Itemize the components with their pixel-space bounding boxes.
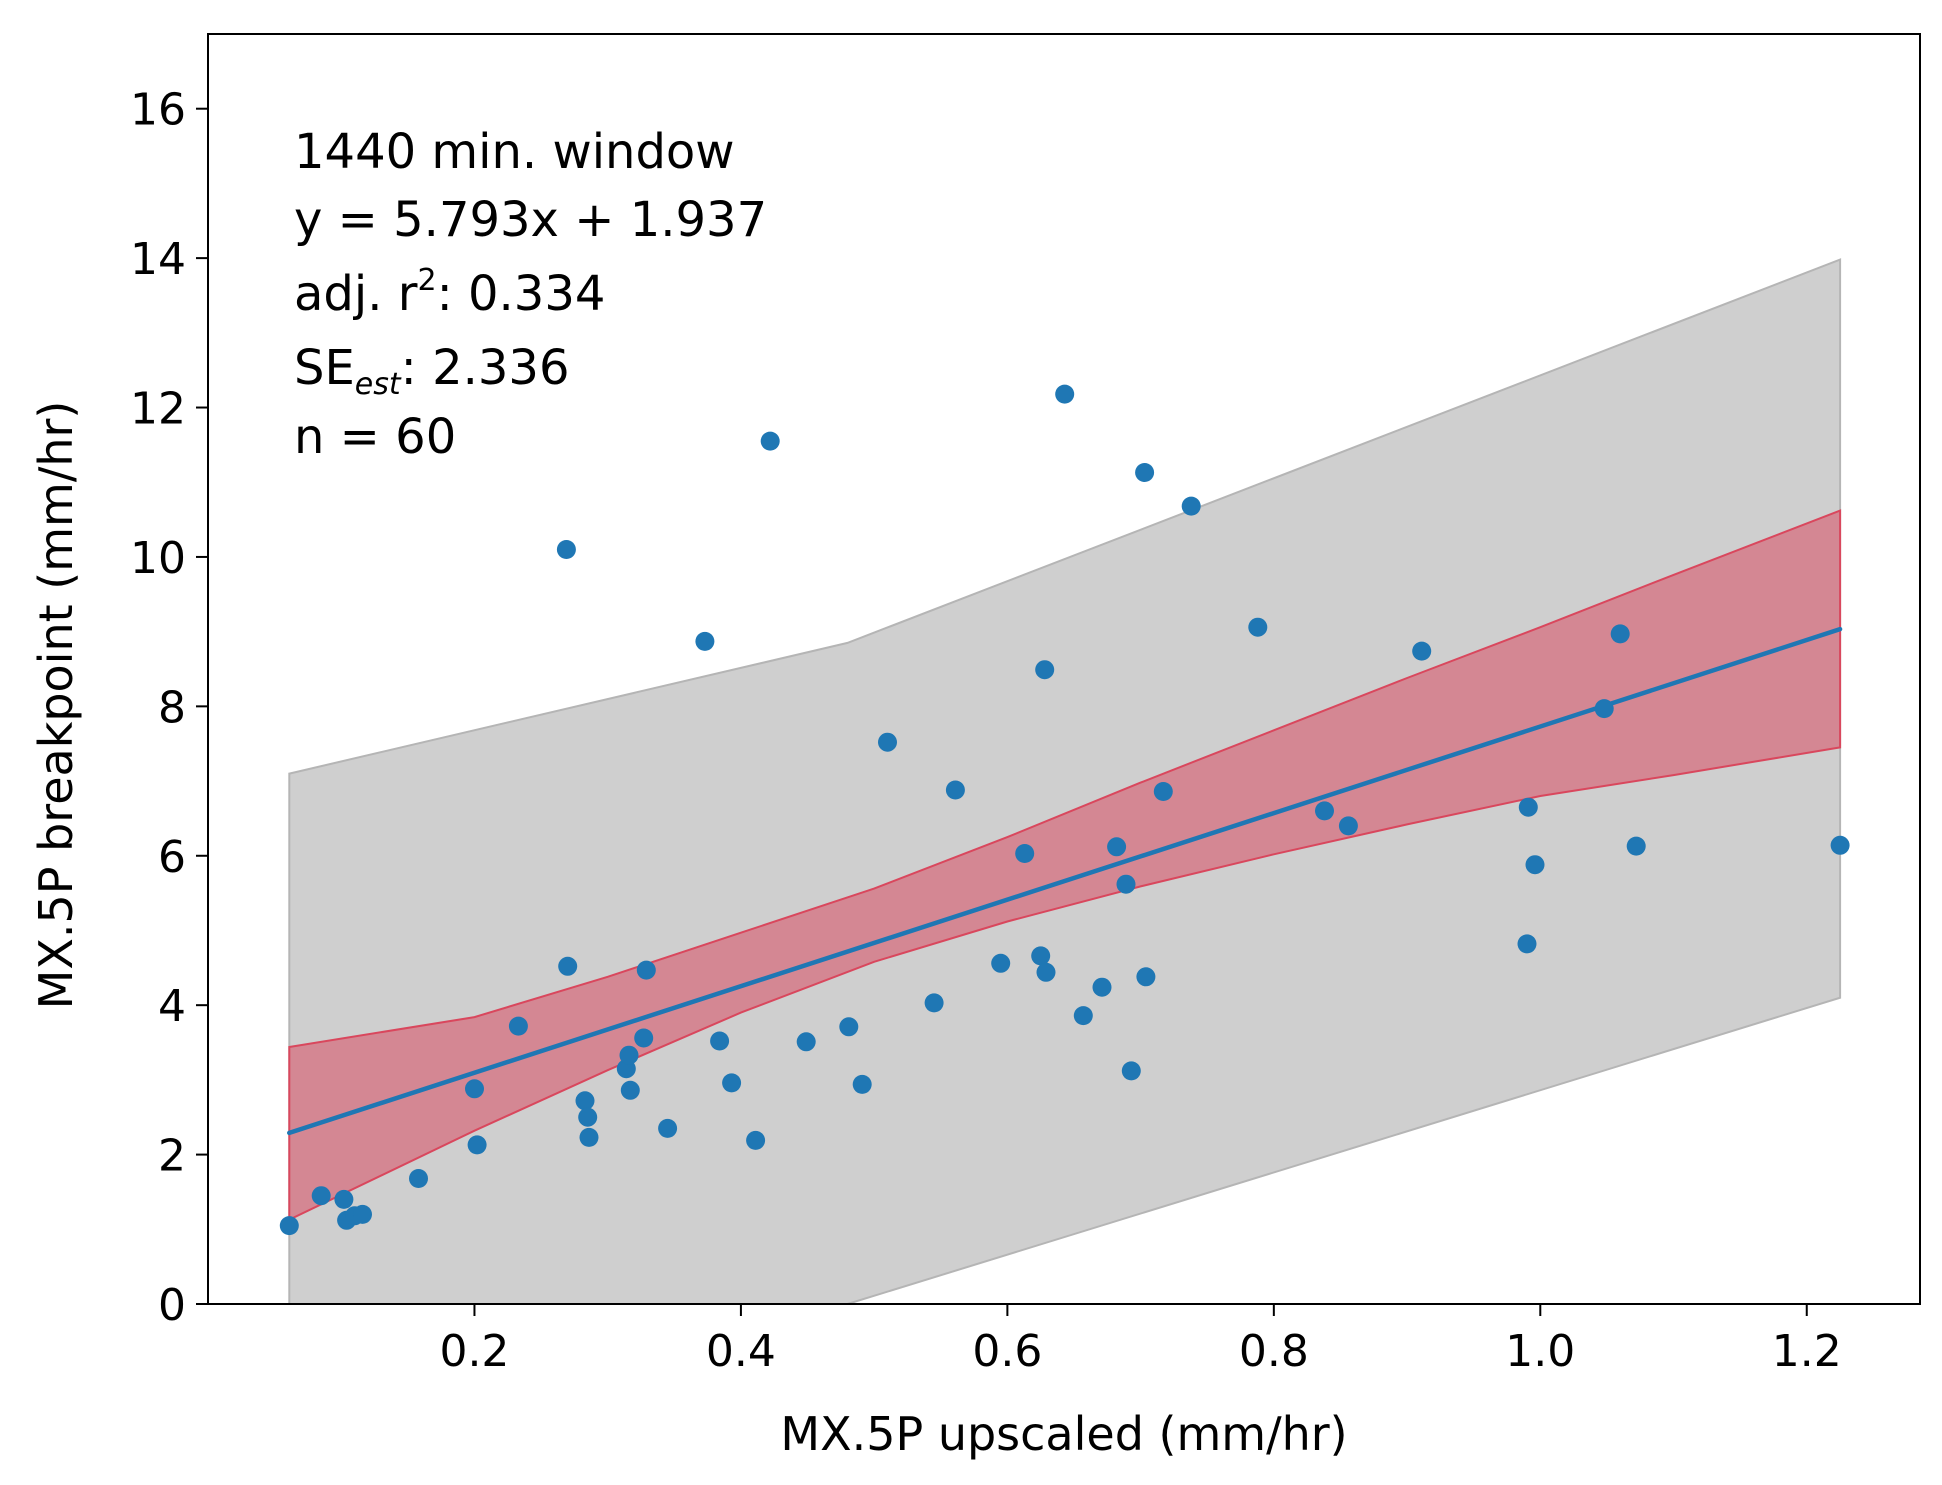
- data-point: [695, 631, 715, 651]
- data-point: [1315, 801, 1334, 821]
- data-point: [1153, 782, 1173, 801]
- data-point: [945, 780, 965, 800]
- data-point: [1136, 967, 1156, 987]
- data-point: [1610, 624, 1630, 644]
- annotation-se-prefix: SE: [294, 340, 355, 396]
- data-point: [1116, 874, 1136, 894]
- data-point: [636, 960, 656, 980]
- data-point: [1248, 617, 1268, 637]
- regression-line: [287, 626, 1843, 1136]
- data-point: [1830, 835, 1850, 855]
- data-point: [852, 1074, 872, 1094]
- annotation-r2: adj. r2: 0.334: [294, 263, 605, 322]
- data-point: [465, 1079, 484, 1099]
- data-point: [508, 1016, 528, 1036]
- data-point: [658, 1118, 678, 1138]
- x-tick-label: 0.2: [439, 1326, 509, 1377]
- axes-ticks: 0.2 0.4 0.6 0.8 1.0 1.2 0 2 4 6 8 10 12 14 16: [130, 85, 1842, 1377]
- data-point: [1121, 1061, 1141, 1081]
- data-point: [1092, 977, 1112, 997]
- y-tick-label: 16: [130, 85, 186, 136]
- data-point: [1517, 934, 1537, 954]
- prediction-band: [288, 258, 1842, 1304]
- y-tick-label: 8: [158, 682, 186, 733]
- data-point: [924, 993, 944, 1013]
- data-point: [467, 1135, 487, 1155]
- data-point: [796, 1032, 816, 1052]
- data-point: [279, 1216, 299, 1236]
- confidence-band: [288, 509, 1842, 1222]
- plot-inner: [287, 258, 1843, 1304]
- data-point: [558, 956, 578, 976]
- data-point: [311, 1186, 331, 1206]
- data-point: [1525, 855, 1545, 875]
- data-point: [991, 953, 1011, 973]
- data-point: [1035, 660, 1055, 680]
- plot-frame: [207, 33, 1921, 1305]
- data-point: [578, 1107, 598, 1127]
- annotation-r2-prefix: adj. r: [294, 266, 418, 322]
- data-point: [409, 1169, 428, 1188]
- data-point: [878, 732, 897, 752]
- data-point: [1036, 962, 1056, 982]
- annotation-window: 1440 min. window: [294, 124, 735, 180]
- data-point: [1338, 816, 1358, 836]
- data-point: [760, 431, 780, 451]
- x-tick-label: 0.6: [972, 1326, 1042, 1377]
- annotation-se-sub: est: [355, 367, 402, 402]
- data-point: [620, 1080, 640, 1100]
- x-axis-label: MX.5P upscaled (mm/hr): [780, 1407, 1347, 1461]
- data-point: [1073, 1006, 1093, 1026]
- x-tick-label: 1.2: [1772, 1326, 1842, 1377]
- data-point: [1135, 463, 1155, 482]
- data-point: [1181, 496, 1201, 516]
- data-point: [1518, 797, 1538, 817]
- y-tick-label: 14: [130, 234, 186, 285]
- y-tick-label: 4: [158, 981, 186, 1032]
- annotation-r2-sup: 2: [417, 263, 436, 298]
- data-point: [839, 1017, 859, 1037]
- data-point: [1594, 699, 1614, 719]
- y-tick-label: 10: [130, 533, 186, 584]
- x-tick-label: 1.0: [1505, 1326, 1575, 1377]
- x-tick-label: 0.8: [1239, 1326, 1309, 1377]
- plot-area: [279, 258, 1850, 1304]
- annotation-r2-value: : 0.334: [437, 266, 606, 322]
- data-point: [556, 540, 576, 559]
- data-point: [634, 1028, 654, 1048]
- data-point: [710, 1031, 730, 1051]
- annotation-equation: y = 5.793x + 1.937: [294, 192, 767, 248]
- data-point: [746, 1130, 766, 1150]
- fit-annotation: 1440 min. window y = 5.793x + 1.937 adj.…: [294, 124, 767, 465]
- y-tick-label: 6: [158, 832, 186, 883]
- data-point: [722, 1073, 742, 1093]
- data-point: [1015, 844, 1035, 863]
- annotation-se: SEest: 2.336: [294, 340, 570, 402]
- data-point: [1412, 641, 1432, 661]
- data-point: [1626, 836, 1646, 856]
- annotation-se-value: : 2.336: [401, 340, 570, 396]
- data-point: [619, 1045, 639, 1065]
- data-point: [579, 1127, 599, 1147]
- data-point: [1107, 837, 1127, 857]
- y-tick-label: 2: [158, 1131, 186, 1182]
- data-point: [334, 1189, 354, 1209]
- data-point: [1031, 946, 1051, 966]
- annotation-n: n = 60: [294, 409, 456, 465]
- y-tick-label: 0: [158, 1280, 186, 1331]
- data-point: [575, 1091, 595, 1111]
- y-tick-label: 12: [130, 384, 186, 435]
- data-point: [1055, 384, 1075, 404]
- data-point: [353, 1204, 372, 1224]
- data-points: [279, 384, 1850, 1236]
- y-axis-label: MX.5P breakpoint (mm/hr): [29, 401, 83, 1010]
- x-tick-label: 0.4: [706, 1326, 776, 1377]
